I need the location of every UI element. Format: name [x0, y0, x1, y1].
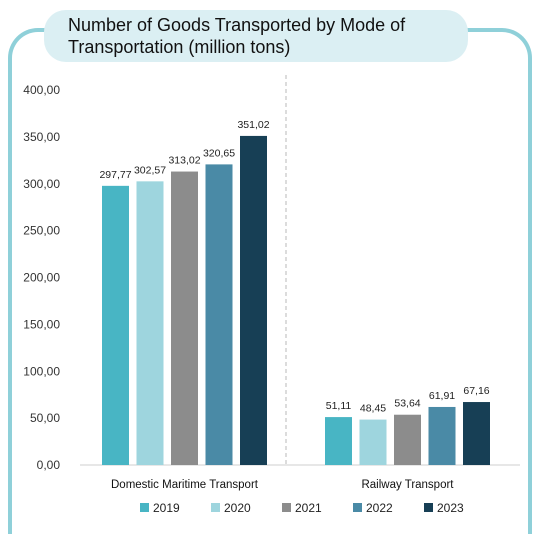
chart-figure: Number of Goods Transported by Mode of T…: [8, 10, 532, 534]
y-tick-label: 100,00: [23, 364, 60, 378]
legend-label: 2021: [295, 501, 322, 515]
data-label: 313,02: [168, 155, 200, 167]
legend-label: 2023: [437, 501, 464, 515]
y-tick-label: 400,00: [23, 83, 60, 97]
legend-label: 2022: [366, 501, 393, 515]
x-category-label: Railway Transport: [361, 479, 454, 491]
bar-2019-railway: [325, 417, 352, 465]
y-tick-label: 150,00: [23, 317, 60, 331]
y-tick-label: 50,00: [30, 411, 60, 425]
bar-2023-maritime: [240, 135, 267, 465]
legend-swatch-2019: [140, 503, 149, 512]
bar-2019-maritime: [102, 185, 129, 465]
data-label: 67,16: [463, 385, 489, 397]
data-label: 320,65: [203, 147, 235, 159]
bar-2021-maritime: [171, 171, 198, 465]
data-label: 351,02: [237, 119, 269, 131]
x-category-label: Domestic Maritime Transport: [111, 479, 259, 491]
bar-2022-railway: [428, 406, 456, 465]
data-label: 61,91: [429, 390, 455, 402]
data-label: 302,57: [134, 164, 166, 176]
bar-2023-railway: [463, 402, 490, 465]
bar-2022-maritime: [205, 164, 233, 465]
data-label: 297,77: [99, 169, 131, 181]
legend-label: 2020: [224, 501, 251, 515]
y-tick-label: 200,00: [23, 271, 60, 285]
bar-2020-maritime: [136, 181, 164, 465]
bar-2021-railway: [394, 414, 421, 465]
legend-label: 2019: [153, 501, 180, 515]
data-label: 51,11: [326, 400, 352, 412]
bar-chart: 0,00 50,00 100,00 150,00 200,00 250,00 300,00 3…: [23, 75, 520, 515]
y-tick-label: 0,00: [37, 458, 61, 472]
chart-title: Number of Goods Transported by Mode of T…: [68, 15, 406, 57]
legend-swatch-2022: [353, 503, 362, 512]
title-box: Number of Goods Transported by Mode of T…: [44, 10, 468, 62]
legend-swatch-2020: [211, 503, 220, 512]
legend-swatch-2023: [424, 503, 433, 512]
y-tick-label: 250,00: [23, 224, 60, 238]
data-label: 53,64: [394, 398, 420, 410]
y-tick-label: 300,00: [23, 177, 60, 191]
bar-2020-railway: [359, 419, 387, 465]
legend-swatch-2021: [282, 503, 291, 512]
data-label: 48,45: [360, 403, 386, 415]
y-tick-label: 350,00: [23, 130, 60, 144]
